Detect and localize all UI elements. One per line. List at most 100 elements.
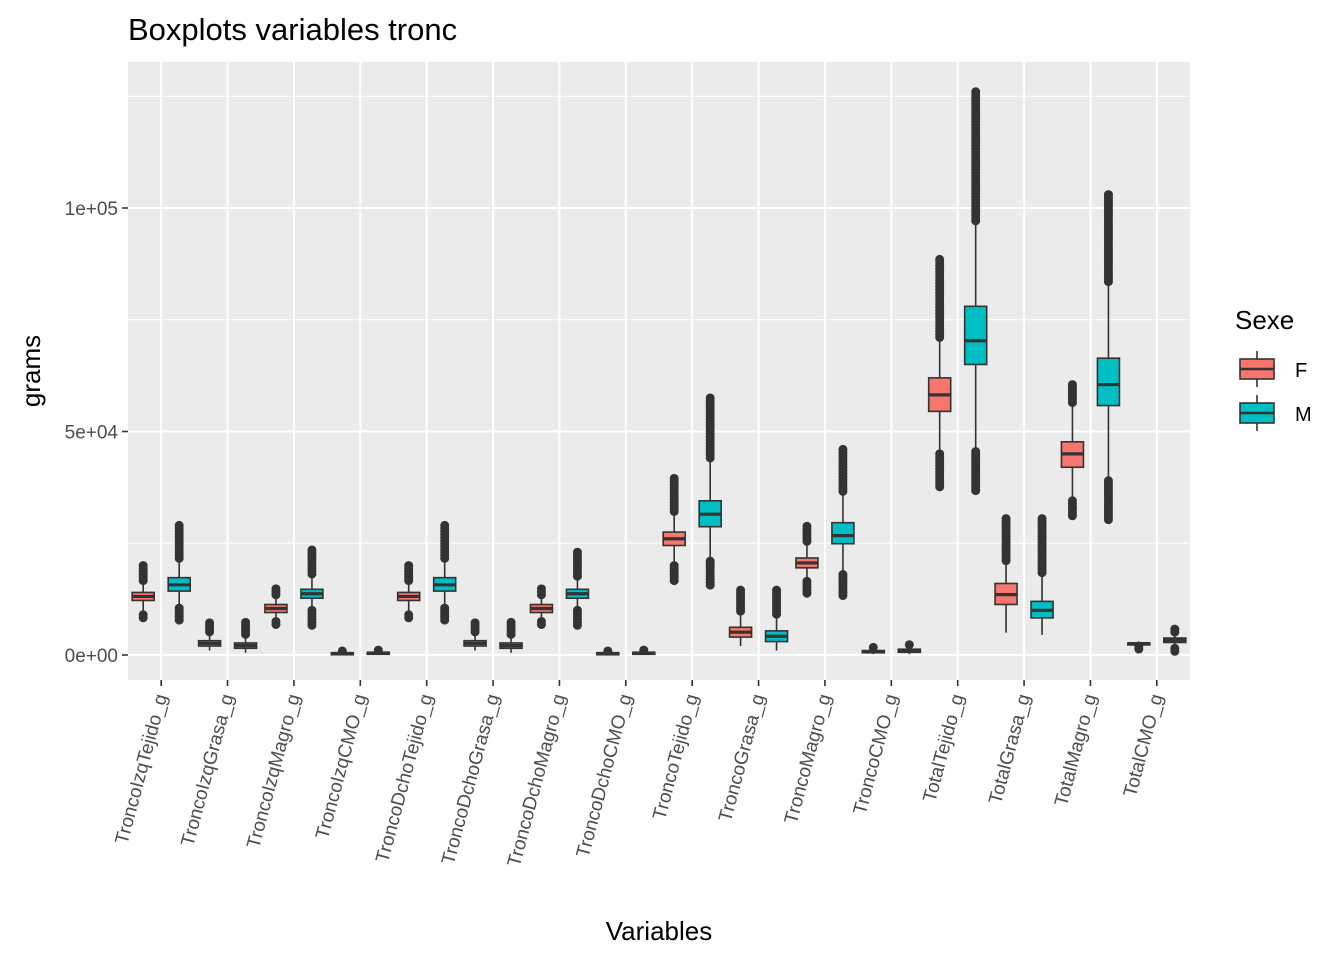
box-body [963,305,988,366]
outlier-point [838,486,848,496]
outliers [271,584,281,600]
outlier-point [935,332,945,342]
box-F-TroncoIzqMagro_g [264,584,288,629]
box-M-TotalTejido_g [963,87,988,496]
outlier-point [1170,627,1180,637]
box-M-TotalMagro_g [1096,190,1121,525]
box-F-TroncoCMO_g [861,642,886,655]
outlier-point [404,576,414,586]
outlier-point [1134,644,1144,654]
x-tick-label: TroncoIzqGrasa_g [178,692,239,849]
outlier-point [705,580,715,590]
box-F-TroncoTejido_g [662,473,686,586]
outlier-point [138,576,148,586]
x-tick-label: TroncoDchoGrasa_g [438,692,504,867]
outlier-point [1103,515,1113,525]
outliers [404,610,414,623]
outliers [1001,514,1011,566]
x-tick-label: TroncoDchoCMO_g [573,692,637,860]
box-F-TroncoIzqGrasa_g [197,618,222,651]
outlier-point [802,536,812,546]
x-tick-label: TotalCMO_g [1120,692,1168,799]
outlier-point [440,553,450,563]
outlier-point [138,613,148,623]
box-F-TotalMagro_g [1060,380,1085,521]
box-M-TotalGrasa_g [1030,514,1054,635]
outliers [802,576,812,598]
box-F-TroncoDchoTejido_g [396,561,421,623]
y-axis-title: grams [16,335,46,407]
x-axis: TroncoIzqTejido_g TroncoIzqGrasa_g TroncoI… [112,680,1168,869]
x-tick-label: TroncoTejido_g [649,692,703,822]
y-tick-label: 5e+04 [65,423,119,444]
outlier-point [271,619,281,629]
x-tick-label: TroncoDchoMagro_g [504,692,570,869]
outlier-point [174,553,184,563]
outlier-point [1037,568,1047,578]
outlier-point [1001,556,1011,566]
outlier-point [802,588,812,598]
x-tick-label: TotalGrasa_g [985,692,1035,807]
outliers [1037,514,1047,578]
x-tick-label: TroncoCMO_g [850,692,902,817]
outliers [572,547,582,581]
box-F-TotalGrasa_g [994,514,1018,633]
outlier-point [470,627,480,637]
box-M-TroncoDchoCMO_g [632,645,656,656]
outliers [772,585,782,619]
outliers [1170,643,1180,656]
outlier-point [307,569,317,579]
box-M-TroncoDchoTejido_g [432,520,457,625]
outliers [802,521,812,546]
grid-minor [128,95,1190,544]
outlier-point [506,629,516,639]
outlier-point [536,619,546,629]
outlier-point [838,591,848,601]
outliers [1170,624,1180,637]
box-M-TroncoDchoMagro_g [565,547,590,630]
outlier-point [772,609,782,619]
box-F-TroncoIzqCMO_g [330,646,355,656]
box-F-TroncoMagro_g [795,521,819,598]
outliers [935,254,945,342]
outlier-point [935,482,945,492]
box-F-TroncoDchoGrasa_g [463,618,487,651]
outliers [1067,496,1077,521]
box-F-TroncoDchoCMO_g [596,646,620,656]
outliers [868,642,878,652]
outliers [669,561,679,586]
outlier-point [736,606,746,616]
box-M-TroncoDchoGrasa_g [499,617,523,653]
box-M-TotalCMO_g [1163,624,1187,656]
outlier-point [404,613,414,623]
outlier-point [868,642,878,652]
outliers [440,603,450,625]
box-M-TroncoIzqCMO_g [366,645,391,656]
outliers [971,447,981,496]
outlier-point [205,627,215,637]
box-M-TroncoIzqMagro_g [300,545,324,630]
outliers [536,616,546,629]
outlier-point [1103,277,1113,287]
box-layer [131,87,1187,656]
box-M-TroncoMagro_g [831,444,855,601]
chart-title: Boxplots variables tronc [128,12,457,47]
outlier-point [307,620,317,630]
box-M-TroncoCMO_g [897,640,922,655]
box-M-TroncoIzqTejido_g [167,520,191,625]
outliers [705,393,715,463]
outlier-point [536,590,546,600]
outliers [138,561,148,586]
outliers [404,561,414,586]
outliers [470,618,480,637]
legend-item-M: M [1239,395,1312,431]
outliers [904,640,914,650]
x-tick-label: TroncoIzqTejido_g [112,692,172,847]
outliers [935,449,945,492]
outliers [971,87,981,226]
x-axis-title: Variables [606,916,712,946]
outliers [705,556,715,590]
x-tick-label: TotalTejido_g [920,692,969,805]
x-tick-label: TroncoIzqMagro_g [243,692,304,851]
